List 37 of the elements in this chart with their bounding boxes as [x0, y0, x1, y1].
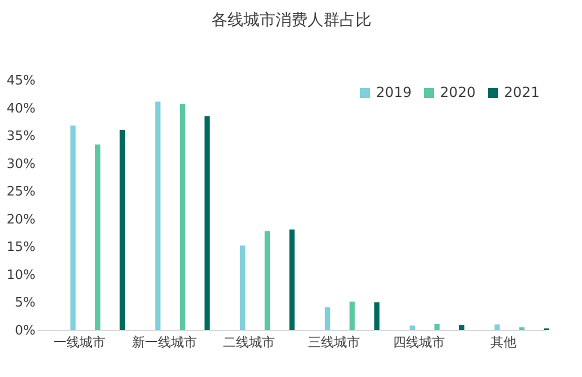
- y-tick-label: 25%: [6, 184, 36, 200]
- bar: [494, 324, 500, 330]
- y-tick-label: 30%: [6, 156, 36, 172]
- y-tick-label: 20%: [6, 212, 36, 228]
- y-tick-label: 5%: [14, 296, 36, 311]
- bar: [155, 102, 160, 330]
- x-tick-label: 二线城市: [223, 336, 276, 350]
- y-tick-label: 0%: [14, 324, 36, 338]
- legend-label: 2021: [504, 85, 540, 101]
- bar: [120, 130, 125, 330]
- bar: [204, 116, 210, 330]
- y-tick-label: 45%: [6, 74, 36, 88]
- bar: [519, 327, 524, 330]
- bar: [289, 229, 295, 330]
- bar: [324, 307, 330, 330]
- bar: [95, 144, 100, 330]
- bar: [410, 326, 415, 330]
- bar: [180, 104, 186, 330]
- bar: [434, 324, 440, 330]
- bar: [264, 231, 270, 330]
- y-tick-label: 35%: [6, 129, 36, 144]
- chart-title: 各线城市消费人群占比: [212, 10, 372, 29]
- bar: [70, 126, 76, 330]
- x-tick-label: 四线城市: [392, 336, 445, 350]
- x-tick-label: 新一线城市: [132, 336, 197, 350]
- bar: [240, 246, 246, 330]
- x-tick-label: 三线城市: [308, 336, 360, 350]
- bar: [350, 302, 355, 330]
- legend-label: 2020: [440, 85, 476, 101]
- legend-label: 2019: [376, 85, 412, 101]
- bar: [459, 325, 464, 330]
- x-tick-label: 其他: [490, 336, 517, 350]
- y-tick-label: 15%: [6, 240, 36, 256]
- y-tick-label: 40%: [6, 101, 36, 116]
- x-tick-label: 一线城市: [53, 336, 106, 350]
- y-tick-label: 10%: [6, 268, 36, 283]
- bar: [374, 302, 380, 330]
